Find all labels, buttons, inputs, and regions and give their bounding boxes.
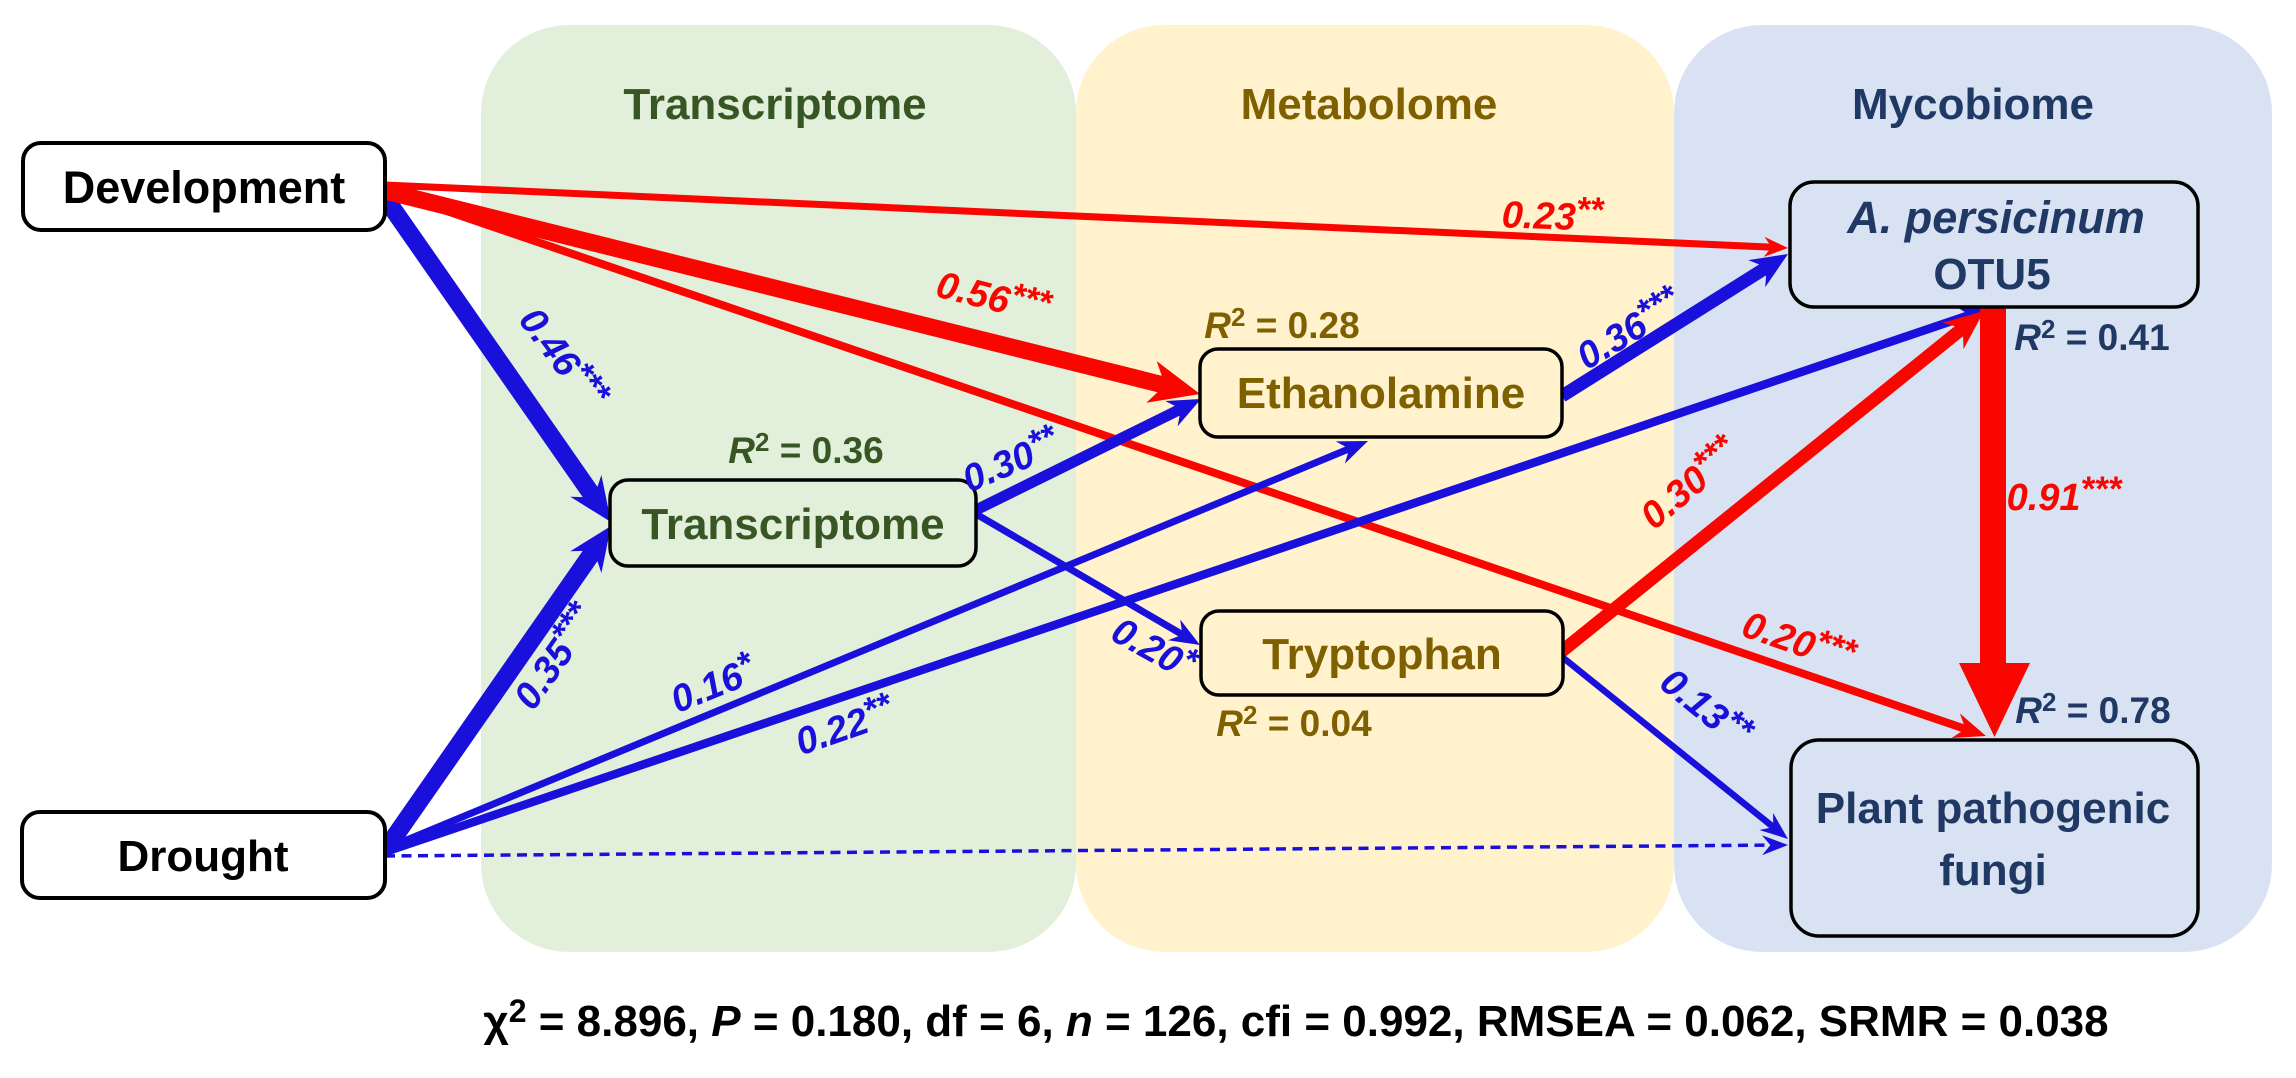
svg-text:Plant pathogenic: Plant pathogenic: [1816, 784, 2170, 833]
svg-text:fungi: fungi: [1939, 846, 2047, 895]
svg-text:χ2 = 8.896, P = 0.180, df = 6,: χ2 = 8.896, P = 0.180, df = 6, n = 126, …: [483, 993, 2108, 1046]
svg-text:Metabolome: Metabolome: [1241, 80, 1498, 129]
svg-text:Tryptophan: Tryptophan: [1262, 630, 1502, 679]
svg-text:Ethanolamine: Ethanolamine: [1237, 369, 1526, 418]
svg-text:0.22**: 0.22**: [788, 684, 901, 764]
svg-text:R2 = 0.41: R2 = 0.41: [2014, 314, 2169, 358]
svg-text:Drought: Drought: [117, 832, 288, 881]
svg-text:OTU5: OTU5: [1933, 250, 2050, 299]
svg-text:R2 = 0.04: R2 = 0.04: [1216, 700, 1372, 744]
svg-text:0.23**: 0.23**: [1501, 187, 1605, 240]
svg-text:0.91***: 0.91***: [2007, 470, 2123, 519]
svg-text:R2 = 0.36: R2 = 0.36: [728, 427, 883, 471]
svg-text:A. persicinum: A. persicinum: [1846, 192, 2145, 243]
svg-text:R2 = 0.28: R2 = 0.28: [1204, 302, 1359, 346]
svg-text:R2 = 0.78: R2 = 0.78: [2015, 687, 2170, 731]
svg-text:Development: Development: [63, 162, 346, 213]
svg-text:Mycobiome: Mycobiome: [1852, 80, 2094, 129]
svg-text:Transcriptome: Transcriptome: [641, 500, 944, 549]
svg-text:Transcriptome: Transcriptome: [623, 80, 926, 129]
